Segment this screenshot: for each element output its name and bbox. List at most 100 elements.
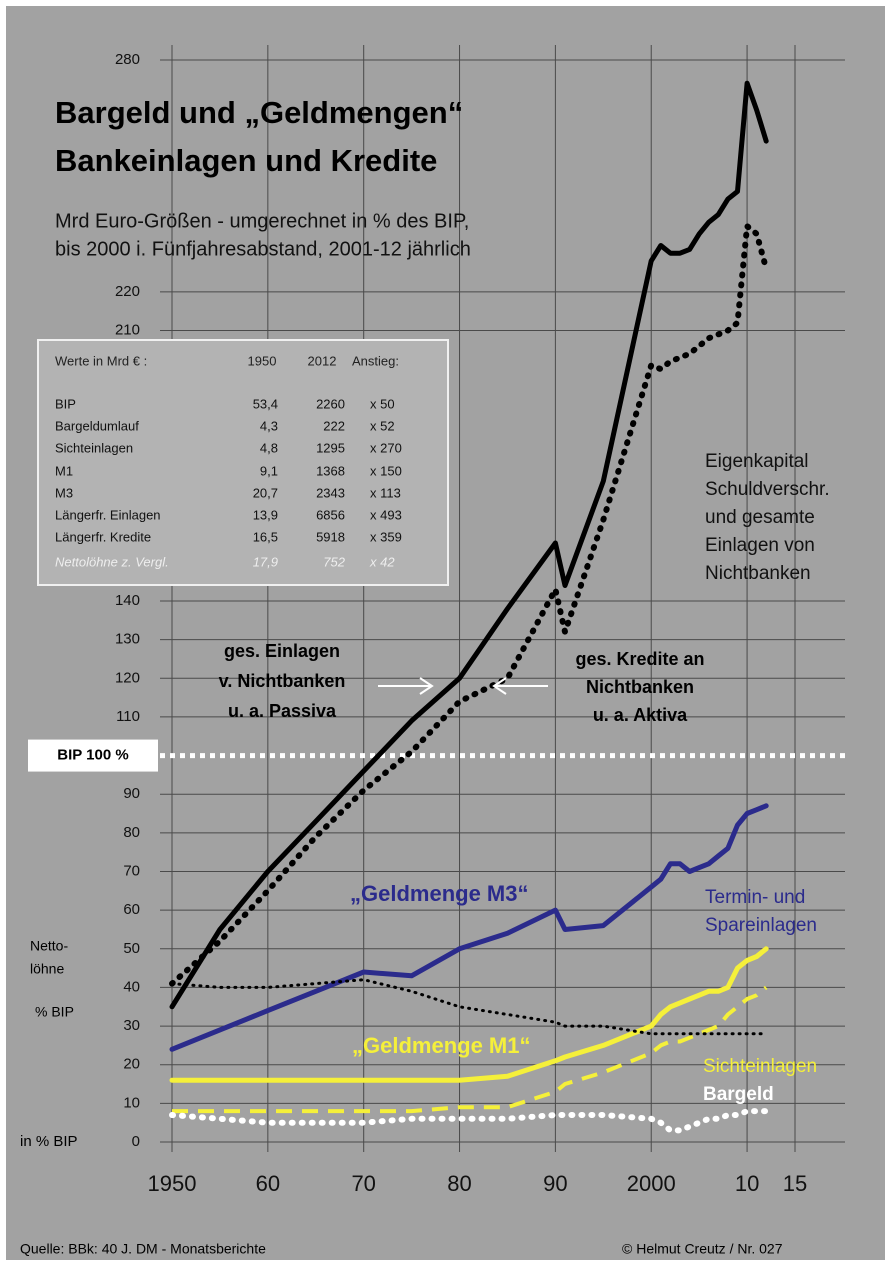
y-tick-label: 140 [115, 592, 140, 609]
x-tick-label: 10 [735, 1171, 759, 1196]
table-cell: x 52 [370, 418, 395, 433]
table-cell: 6856 [316, 507, 345, 522]
x-tick-label: 1950 [148, 1171, 197, 1196]
table-cell: 5918 [316, 529, 345, 544]
annotation: Spareinlagen [705, 915, 817, 936]
annotation: Schuldverschr. [705, 479, 830, 500]
x-tick-label: 15 [783, 1171, 807, 1196]
y-tick-label: 90 [123, 785, 140, 802]
y-tick-label: 70 [123, 862, 140, 879]
reference-label: BIP 100 % [57, 747, 128, 764]
arrows [378, 677, 548, 695]
annotation: v. Nichtbanken [219, 671, 346, 691]
table-cell: M1 [55, 463, 73, 478]
table-cell: 9,1 [260, 463, 278, 478]
subtitle: Mrd Euro-Größen - umgerechnet in % des B… [55, 210, 469, 232]
x-tick-label: 80 [447, 1171, 471, 1196]
x-tick-label: 60 [256, 1171, 280, 1196]
y-tick-label: 220 [115, 283, 140, 300]
table-cell: x 113 [370, 485, 401, 500]
table-header: 2012 [308, 353, 337, 368]
annotation: Sichteinlagen [703, 1056, 817, 1077]
table-cell: Bargeldumlauf [55, 418, 139, 433]
table-cell: 4,8 [260, 440, 278, 455]
series-line [172, 985, 768, 1114]
y-tick-label: 120 [115, 669, 140, 686]
annotation: Einlagen von [705, 535, 815, 556]
table-cell: 17,9 [253, 554, 278, 569]
annotation: % BIP [35, 1004, 74, 1020]
y-tick-label: 0 [132, 1133, 140, 1150]
table-cell: 752 [323, 554, 345, 569]
y-tick-label: 130 [115, 631, 140, 648]
table-cell: M3 [55, 485, 73, 500]
x-tick-label: 70 [351, 1171, 375, 1196]
series-line [169, 946, 769, 1083]
y-tick-label: 110 [116, 708, 140, 725]
table-cell: 2260 [316, 396, 345, 411]
table-cell: 20,7 [253, 485, 278, 500]
table-cell: x 270 [370, 440, 402, 455]
annotation: u. a. Aktiva [593, 705, 688, 725]
table-cell: 16,5 [253, 529, 278, 544]
x-tick-label: 90 [543, 1171, 567, 1196]
table-cell: 2343 [316, 485, 345, 500]
table-header: Werte in Mrd € : [55, 353, 147, 368]
annotation: löhne [30, 961, 64, 977]
annotation: ges. Einlagen [224, 641, 340, 661]
table-cell: x 42 [369, 554, 395, 569]
background [6, 6, 885, 1260]
y-tick-label: 30 [123, 1017, 140, 1034]
subtitle: bis 2000 i. Fünfjahresabstand, 2001-12 j… [55, 238, 471, 260]
table-cell: 1295 [316, 440, 345, 455]
table-header: 1950 [248, 353, 277, 368]
annotation: Bargeld [703, 1084, 774, 1105]
annotation: Nichtbanken [705, 563, 811, 584]
annotation: Nichtbanken [586, 677, 694, 697]
annotation: ges. Kredite an [575, 649, 704, 669]
y-tick-label: 60 [123, 901, 140, 918]
table-cell: x 50 [370, 396, 395, 411]
y-tick-label: 210 [115, 321, 140, 338]
annotation: „Geldmenge M3“ [350, 881, 528, 906]
y-tick-label: 10 [123, 1094, 140, 1111]
table-cell: 4,3 [260, 418, 278, 433]
series-line [169, 223, 770, 987]
table-cell: x 493 [370, 507, 402, 522]
series-line [170, 978, 768, 1036]
annotation: in % BIP [20, 1133, 78, 1150]
table-cell: 13,9 [253, 507, 278, 522]
table-box [37, 339, 449, 586]
annotation: Netto- [30, 938, 68, 954]
table-header: Anstieg: [352, 353, 399, 368]
table-cell: x 359 [370, 529, 402, 544]
x-tick-label: 2000 [627, 1171, 676, 1196]
table-cell: x 150 [370, 463, 402, 478]
table-cell: 53,4 [253, 396, 278, 411]
reference-label-box [28, 739, 158, 772]
y-tick-label: 50 [123, 940, 140, 957]
table-cell: 1368 [316, 463, 345, 478]
annotation: Eigenkapital [705, 451, 809, 472]
title: Bargeld und „Geldmengen“ [55, 95, 463, 130]
table-cell: Nettolöhne z. Vergl. [55, 554, 169, 569]
annotation: u. a. Passiva [228, 701, 337, 721]
table-cell: Längerfr. Kredite [55, 529, 151, 544]
table-cell: Sichteinlagen [55, 440, 133, 455]
source: Quelle: BBk: 40 J. DM - Monatsberichte [20, 1241, 266, 1257]
table-cell: 222 [323, 418, 345, 433]
title: Bankeinlagen und Kredite [55, 143, 437, 178]
series-line [169, 803, 769, 1052]
series-line [169, 80, 769, 1010]
annotation: Termin- und [705, 887, 805, 908]
y-tick-label: 280 [115, 51, 140, 68]
copyright: © Helmut Creutz / Nr. 027 [622, 1241, 783, 1257]
y-tick-label: 20 [123, 1056, 140, 1073]
table-cell: Längerfr. Einlagen [55, 507, 161, 522]
annotation: und gesamte [705, 507, 815, 528]
y-tick-label: 80 [123, 824, 140, 841]
annotation: „Geldmenge M1“ [352, 1033, 530, 1058]
table-cell: BIP [55, 396, 76, 411]
y-tick-label: 40 [123, 978, 140, 995]
